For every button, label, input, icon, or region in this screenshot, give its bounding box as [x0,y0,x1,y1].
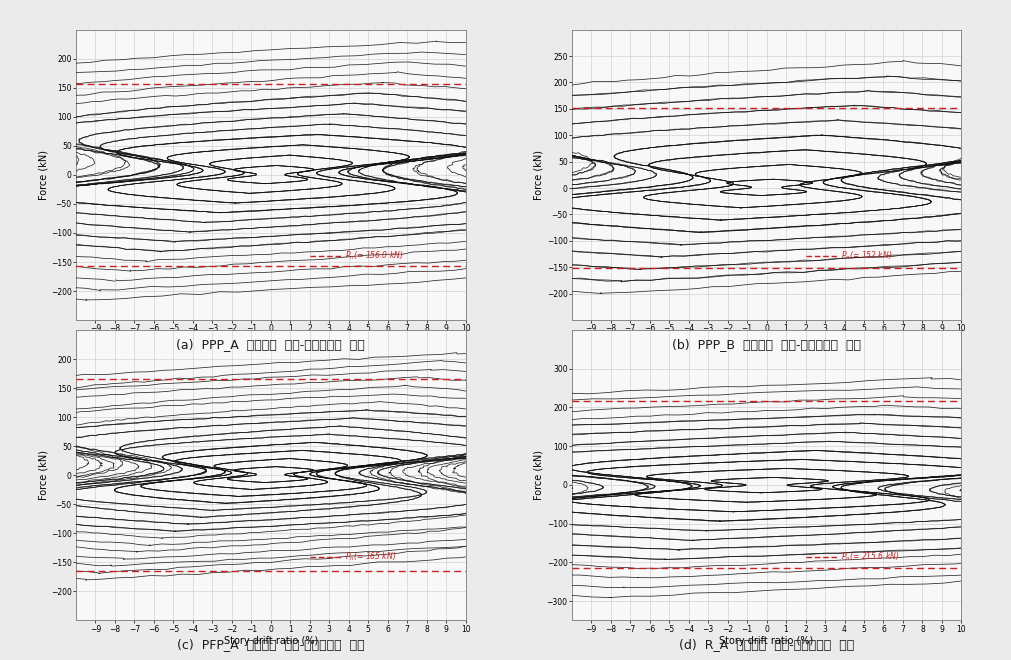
Text: (a)  PPP_A  실험체의  하중-층간변위비  관계: (a) PPP_A 실험체의 하중-층간변위비 관계 [176,338,365,351]
Y-axis label: Force (kN): Force (kN) [38,450,49,500]
Text: $P_{n}$(= 215.6 kN): $P_{n}$(= 215.6 kN) [840,550,899,563]
Text: (b)  PPP_B  실험체의  하중-층간변위비  관계: (b) PPP_B 실험체의 하중-층간변위비 관계 [671,338,860,351]
X-axis label: Story drift ratio (%): Story drift ratio (%) [719,336,813,346]
Text: $P_{n}$(= 156.0 kN): $P_{n}$(= 156.0 kN) [345,250,403,263]
X-axis label: Story drift ratio (%): Story drift ratio (%) [223,336,317,346]
Text: $P_{n}$(= 152 kN): $P_{n}$(= 152 kN) [840,250,891,263]
Text: (c)  PFP_A  실험체의  하중-층간변위비  관계: (c) PFP_A 실험체의 하중-층간변위비 관계 [177,638,364,651]
Text: (d)  R_A  실험체의  하중-층간변위비  관계: (d) R_A 실험체의 하중-층간변위비 관계 [678,638,853,651]
X-axis label: Story drift ratio (%): Story drift ratio (%) [719,636,813,646]
Y-axis label: Force (kN): Force (kN) [534,450,543,500]
Y-axis label: Force (kN): Force (kN) [534,150,544,200]
Y-axis label: Force (kN): Force (kN) [38,150,49,200]
Text: $P_{n}$(= 165 kN): $P_{n}$(= 165 kN) [345,550,395,563]
X-axis label: Story drift ratio (%): Story drift ratio (%) [223,636,317,646]
